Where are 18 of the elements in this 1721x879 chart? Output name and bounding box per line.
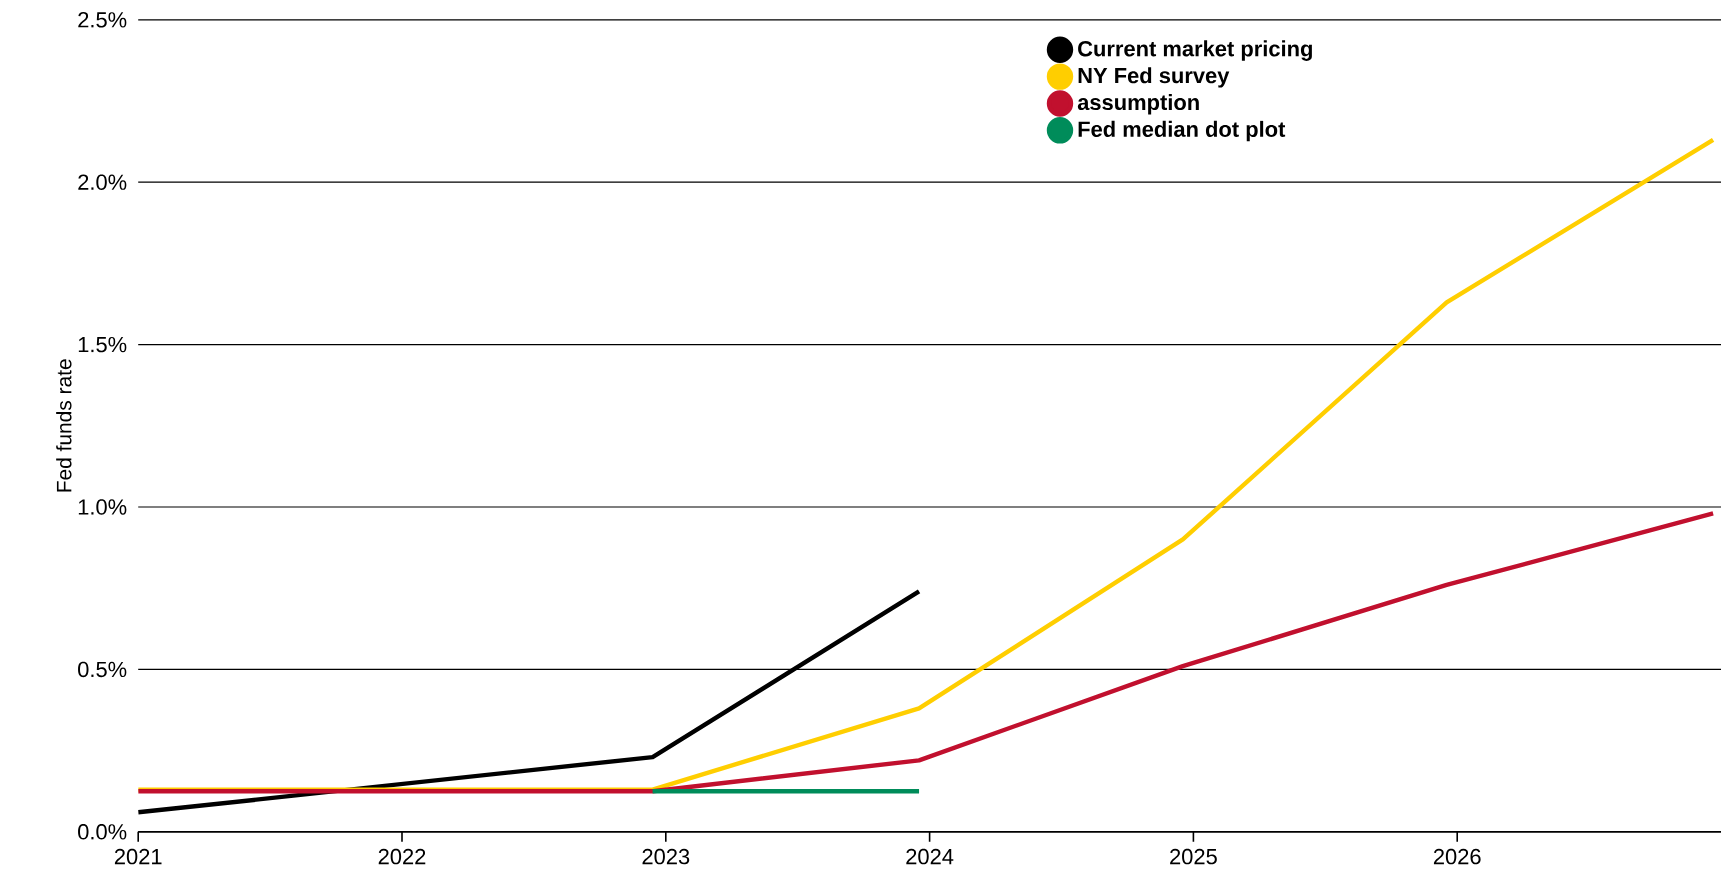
x-tick-label: 2024 [906, 848, 954, 865]
legend-label: Current market pricing [1078, 40, 1312, 61]
y-tick-label: 1.0% [78, 499, 127, 515]
y-tick-label: 2.5% [78, 12, 127, 28]
legend-label: NY Fed survey [1078, 67, 1230, 88]
x-tick-label: 2021 [114, 848, 162, 865]
legend-label: assumption [1077, 94, 1199, 115]
y-axis-title: Fed funds rate [56, 359, 72, 492]
line-series [138, 511, 1716, 794]
y-tick-label: 0.5% [78, 661, 127, 678]
x-tick-label: 2023 [642, 848, 690, 865]
y-tick-label: 0.0% [78, 824, 127, 840]
x-tick-label: 2025 [1170, 848, 1217, 865]
legend-label: Fed median dot plot [1078, 120, 1286, 142]
y-tick-label: 1.5% [78, 336, 127, 353]
y-tick-label: 2.0% [78, 174, 127, 190]
x-tick-label: 2022 [378, 848, 426, 865]
x-tick-label: 2026 [1433, 848, 1481, 865]
